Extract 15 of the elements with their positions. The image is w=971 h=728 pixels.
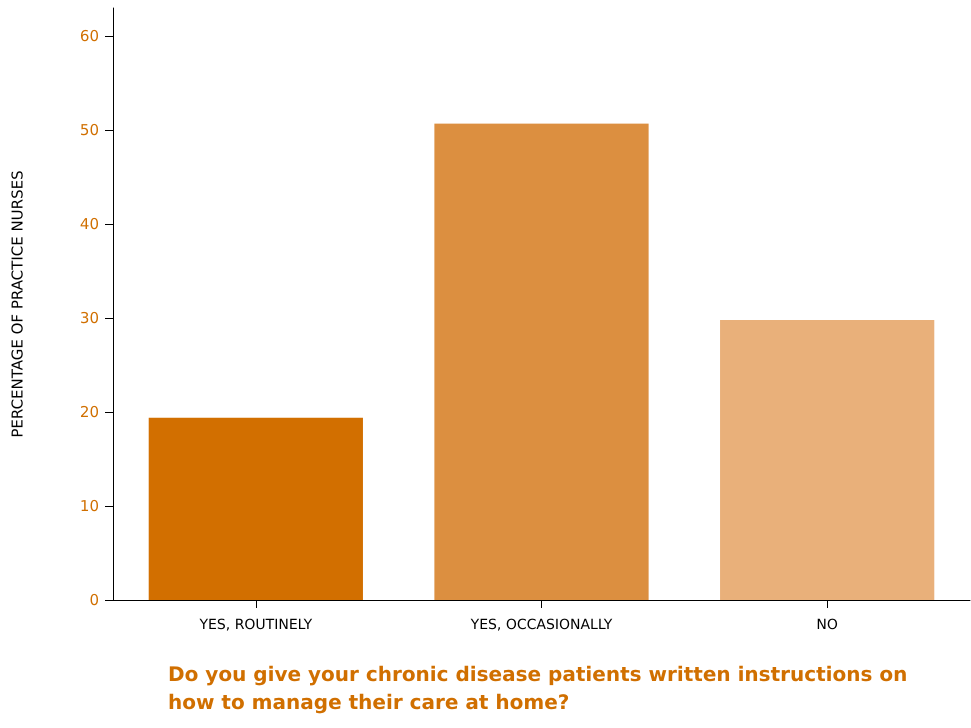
y-tick-label: 20 xyxy=(80,403,99,422)
y-tick-label: 60 xyxy=(80,27,99,46)
y-tick-label: 10 xyxy=(80,497,99,516)
y-tick-label: 50 xyxy=(80,121,99,140)
x-axis-title: Do you give your chronic disease patients written instructions on how to manage their care at home? xyxy=(168,662,914,714)
x-tick-label: YES, ROUTINELY xyxy=(198,617,313,633)
bar xyxy=(148,418,363,600)
y-tick-label: 0 xyxy=(89,591,99,609)
y-axis-title: PERCENTAGE OF PRACTICE NURSES xyxy=(8,170,26,438)
x-tick-label: YES, OCCASIONALLY xyxy=(470,617,613,633)
y-tick-label: 40 xyxy=(80,215,99,234)
y-tick-label: 30 xyxy=(80,309,99,328)
x-tick-label: NO xyxy=(816,617,838,633)
bar xyxy=(720,320,934,600)
bar xyxy=(434,124,649,600)
